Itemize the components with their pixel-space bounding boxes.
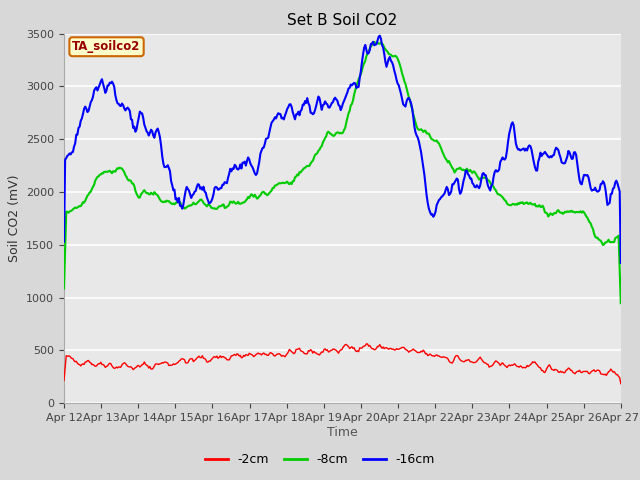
Legend: -2cm, -8cm, -16cm: -2cm, -8cm, -16cm [200, 448, 440, 471]
Text: TA_soilco2: TA_soilco2 [72, 40, 141, 53]
Title: Set B Soil CO2: Set B Soil CO2 [287, 13, 397, 28]
Y-axis label: Soil CO2 (mV): Soil CO2 (mV) [8, 175, 20, 262]
X-axis label: Time: Time [327, 426, 358, 439]
